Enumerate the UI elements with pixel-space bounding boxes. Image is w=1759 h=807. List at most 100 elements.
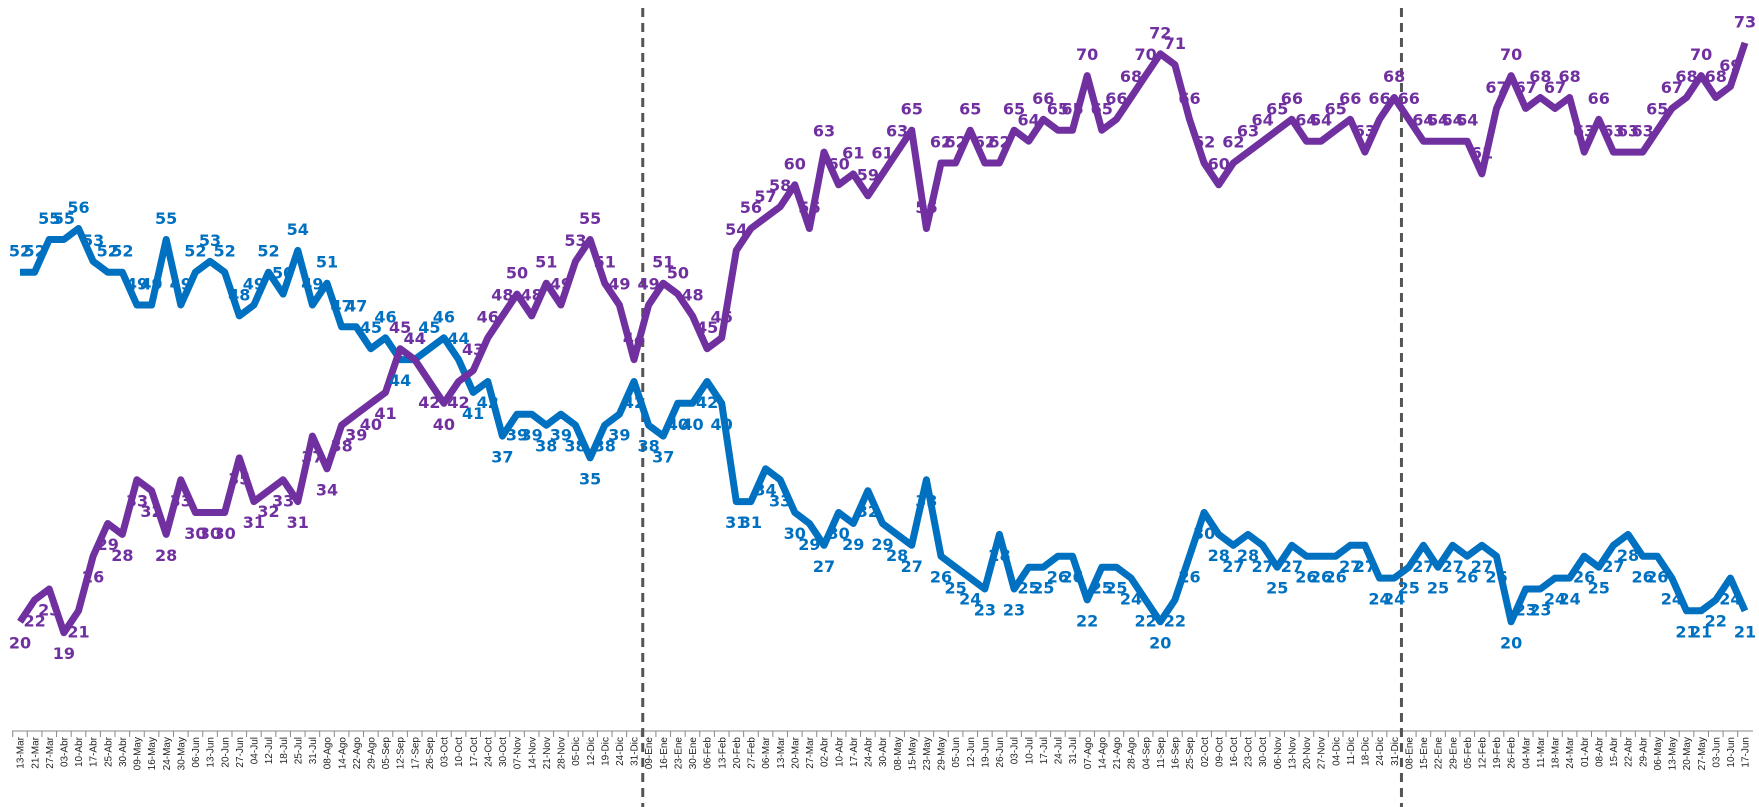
x-tick-label: 27-Feb bbox=[747, 737, 758, 769]
data-label: 27 bbox=[1471, 557, 1493, 576]
data-label: 19 bbox=[53, 644, 75, 663]
data-label: 66 bbox=[1368, 89, 1390, 108]
data-label: 59 bbox=[857, 165, 879, 184]
data-label: 23 bbox=[1003, 601, 1025, 620]
x-tick-label: 27-May bbox=[1697, 737, 1708, 770]
data-label: 39 bbox=[506, 426, 528, 445]
x-tick-label: 30-Oct bbox=[498, 737, 509, 767]
series-line bbox=[17, 41, 1749, 637]
data-label: 48 bbox=[228, 285, 250, 304]
data-label: 34 bbox=[754, 480, 776, 499]
data-label: 68 bbox=[1675, 67, 1697, 86]
data-label: 25 bbox=[1427, 579, 1449, 598]
x-tick-label: 27-Mar bbox=[805, 736, 816, 768]
x-tick-label: 19-Feb bbox=[1492, 737, 1503, 769]
data-label: 46 bbox=[374, 307, 396, 326]
data-label: 31 bbox=[287, 513, 309, 532]
x-tick-label: 03-Abr bbox=[59, 736, 70, 767]
data-label: 65 bbox=[901, 100, 923, 119]
data-label: 45 bbox=[696, 318, 718, 337]
data-label: 24 bbox=[1120, 590, 1142, 609]
data-label: 42 bbox=[418, 393, 440, 412]
data-label: 25 bbox=[1398, 579, 1420, 598]
x-tick-label: 28-Ago bbox=[1127, 737, 1138, 770]
x-tick-label: 18-Jul bbox=[279, 737, 290, 764]
data-label: 23 bbox=[38, 601, 60, 620]
data-label: 52 bbox=[214, 242, 236, 261]
data-label: 44 bbox=[447, 329, 469, 348]
data-label: 60 bbox=[1208, 154, 1230, 173]
x-tick-label: 05-Dic bbox=[571, 737, 582, 766]
data-label: 64 bbox=[1310, 111, 1332, 130]
data-label: 41 bbox=[374, 404, 396, 423]
x-tick-label: 24-Oct bbox=[483, 737, 494, 767]
data-label: 40 bbox=[681, 415, 703, 434]
x-tick-label: 30-Abr bbox=[118, 736, 129, 767]
data-label: 49 bbox=[301, 275, 323, 294]
x-tick-label: 10-Abr bbox=[834, 736, 845, 767]
x-tick-label: 20-Mar bbox=[790, 736, 801, 768]
data-label: 20 bbox=[1149, 633, 1171, 652]
data-label: 68 bbox=[1705, 67, 1727, 86]
x-tick-label: 19-Jun bbox=[980, 737, 991, 768]
data-label: 70 bbox=[1135, 45, 1157, 64]
x-tick-label: 16-Ene bbox=[659, 737, 670, 770]
data-label: 72 bbox=[1149, 23, 1171, 42]
x-tick-label: 27-Nov bbox=[1317, 737, 1328, 769]
x-tick-label: 08-Abr bbox=[1594, 736, 1605, 767]
data-label: 20 bbox=[1500, 633, 1522, 652]
data-label: 56 bbox=[915, 198, 937, 217]
x-tick-label: 29-Abr bbox=[1638, 736, 1649, 767]
x-tick-label: 18-Mar bbox=[1551, 736, 1562, 768]
x-tick-label: 30-May bbox=[176, 737, 187, 770]
x-tick-label: 21-Nov bbox=[542, 737, 553, 769]
data-label: 29 bbox=[842, 535, 864, 554]
data-label: 62 bbox=[944, 133, 966, 152]
data-label: 28 bbox=[1237, 546, 1259, 565]
data-label: 65 bbox=[1003, 100, 1025, 119]
x-tick-label: 19-Dic bbox=[600, 737, 611, 766]
data-label: 42 bbox=[696, 393, 718, 412]
data-label: 49 bbox=[126, 275, 148, 294]
data-label: 30 bbox=[828, 524, 850, 543]
data-label: 50 bbox=[667, 264, 689, 283]
x-tick-label: 22-Ene bbox=[1434, 737, 1445, 770]
data-label: 26 bbox=[1325, 568, 1347, 587]
data-label: 26 bbox=[1456, 568, 1478, 587]
data-label: 28 bbox=[1208, 546, 1230, 565]
x-tick-label: 15-Abr bbox=[1609, 736, 1620, 767]
data-label: 44 bbox=[404, 329, 426, 348]
x-tick-label: 20-May bbox=[1682, 737, 1693, 770]
x-tick-label: 10-Jun bbox=[1726, 737, 1737, 768]
data-label: 63 bbox=[813, 122, 835, 141]
data-label: 32 bbox=[257, 502, 279, 521]
x-tick-label: 24-Dic bbox=[615, 737, 626, 766]
data-label: 26 bbox=[1485, 568, 1507, 587]
data-label: 52 bbox=[184, 242, 206, 261]
data-label: 23 bbox=[1515, 601, 1537, 620]
x-tick-label: 04-Mar bbox=[1521, 736, 1532, 768]
x-tick-label: 22-Ago bbox=[352, 737, 363, 770]
data-label: 51 bbox=[316, 253, 338, 272]
data-label: 66 bbox=[1281, 89, 1303, 108]
data-label: 25 bbox=[1032, 579, 1054, 598]
x-tick-label: 05-Sep bbox=[381, 737, 392, 770]
x-tick-label: 03-Oct bbox=[440, 737, 451, 767]
data-label: 21 bbox=[1675, 622, 1697, 641]
x-tick-label: 12-Sep bbox=[396, 737, 407, 770]
data-label: 39 bbox=[608, 426, 630, 445]
x-tick-label: 22-Abr bbox=[1624, 736, 1635, 767]
x-tick-label: 13-May bbox=[1668, 737, 1679, 770]
data-label: 67 bbox=[1544, 78, 1566, 97]
data-label: 70 bbox=[1076, 45, 1098, 64]
data-label: 63 bbox=[1632, 122, 1654, 141]
data-label: 55 bbox=[155, 209, 177, 228]
data-label: 62 bbox=[988, 133, 1010, 152]
x-tick-label: 10-Oct bbox=[454, 737, 465, 767]
data-label: 50 bbox=[506, 264, 528, 283]
data-label: 62 bbox=[1193, 133, 1215, 152]
data-label: 25 bbox=[1588, 579, 1610, 598]
x-tick-label: 24-Abr bbox=[864, 736, 875, 767]
x-tick-label: 13-Mar bbox=[776, 736, 787, 768]
x-tick-label: 04-Sep bbox=[1141, 737, 1152, 770]
